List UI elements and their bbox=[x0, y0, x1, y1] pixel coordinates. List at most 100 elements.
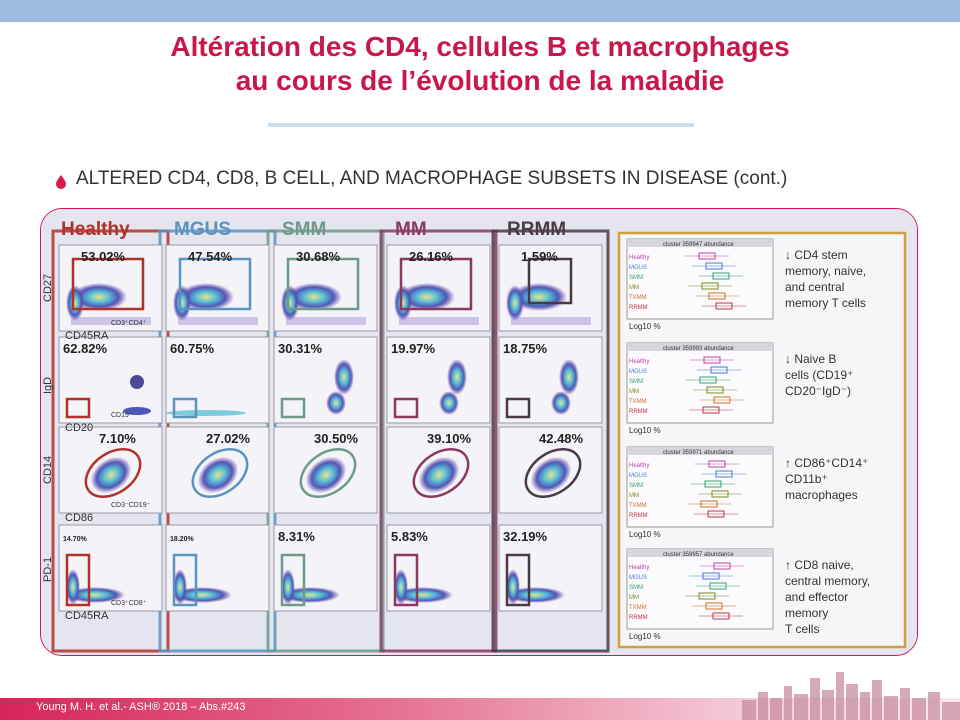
abundance-description: memory, naive, bbox=[785, 264, 866, 278]
group-label: MGUS bbox=[629, 473, 647, 479]
gate-percentage: 30.50% bbox=[314, 431, 359, 446]
group-label: Healthy bbox=[629, 463, 649, 469]
abundance-title: cluster 359971 abundance bbox=[663, 450, 734, 456]
column-label: MM bbox=[395, 219, 427, 240]
abundance-axis-label: Log10 % bbox=[629, 632, 661, 641]
column-label: MGUS bbox=[174, 219, 231, 240]
density-blob bbox=[286, 283, 342, 311]
density-blob bbox=[71, 283, 127, 311]
abundance-plot bbox=[626, 548, 774, 630]
group-label: Healthy bbox=[629, 359, 649, 365]
abundance-description: memory bbox=[785, 606, 828, 620]
top-bar bbox=[0, 0, 960, 22]
axis-label-y: PD-1 bbox=[42, 557, 54, 582]
gate-label: CD3⁻CD19⁻ bbox=[111, 502, 151, 509]
column-frame bbox=[379, 229, 498, 653]
axis-label-x: CD86 bbox=[65, 512, 93, 524]
abundance-plot-header bbox=[627, 447, 773, 455]
axis-label-y: IgD bbox=[42, 377, 54, 394]
gate-box bbox=[172, 553, 198, 607]
bullet-text: ALTERED CD4, CD8, B CELL, AND MACROPHAGE… bbox=[76, 168, 788, 189]
group-label: SMM bbox=[629, 483, 643, 489]
gate-ellipse bbox=[524, 447, 582, 499]
gate-percentage: 18.75% bbox=[503, 341, 548, 356]
abundance-description: memory T cells bbox=[785, 296, 866, 310]
gate-percentage: 53.02% bbox=[81, 249, 126, 264]
gate-label: CD19⁺ bbox=[111, 412, 133, 419]
group-label: TXMM bbox=[629, 605, 647, 611]
abundance-plot-header bbox=[627, 239, 773, 247]
density-blob bbox=[334, 359, 354, 395]
density-blob bbox=[173, 569, 187, 605]
density-blob bbox=[305, 456, 347, 494]
density-blob bbox=[65, 587, 125, 603]
group-label: MGUS bbox=[629, 265, 647, 271]
gate-percentage: 1.59% bbox=[521, 249, 558, 264]
abundance-title: cluster 359993 abundance bbox=[663, 346, 734, 352]
density-blob bbox=[399, 283, 455, 311]
footer-band bbox=[0, 698, 960, 720]
group-label: TXMM bbox=[629, 399, 647, 405]
axis-label-x: CD45RA bbox=[65, 610, 109, 622]
plot-panel bbox=[273, 336, 378, 424]
density-blob bbox=[90, 456, 132, 494]
abundance-plot bbox=[626, 446, 774, 528]
abundance-title: cluster 359947 abundance bbox=[663, 242, 734, 248]
group-label: RRMM bbox=[629, 409, 648, 415]
gate-percentage: 5.83% bbox=[391, 529, 428, 544]
density-blob bbox=[418, 456, 460, 494]
density-blob bbox=[439, 391, 459, 415]
gate-box bbox=[65, 397, 91, 419]
abundance-description: T cells bbox=[785, 622, 819, 636]
drop-bullet-icon bbox=[56, 175, 66, 189]
gate-box bbox=[393, 397, 419, 419]
abundance-description: CD11b⁺ bbox=[785, 472, 828, 486]
gate-ellipse bbox=[412, 447, 470, 499]
group-label: SMM bbox=[629, 379, 643, 385]
density-blob bbox=[66, 569, 80, 605]
axis-label-y: CD27 bbox=[42, 274, 54, 302]
gate-box bbox=[527, 257, 573, 305]
density-blob bbox=[394, 569, 408, 605]
figure-photo: Healthy MGUS SMM MM RRMM 53.02% 47.54% 30.68% 26… bbox=[40, 208, 918, 656]
density-blob bbox=[178, 317, 258, 325]
abundance-plot bbox=[626, 238, 774, 320]
group-label: TXMM bbox=[629, 295, 647, 301]
density-blob bbox=[197, 456, 239, 494]
density-blob bbox=[281, 569, 295, 605]
gate-percentage: 30.31% bbox=[278, 341, 323, 356]
abundance-description: CD20⁻IgD⁻) bbox=[785, 384, 851, 398]
density-blob bbox=[551, 391, 571, 415]
gate-box bbox=[505, 553, 531, 607]
abundance-axis-label: Log10 % bbox=[629, 530, 661, 539]
gate-box bbox=[65, 553, 91, 607]
title-line-1: Altération des CD4, cellules B et macrop… bbox=[170, 31, 790, 62]
gate-box bbox=[71, 257, 145, 311]
density-blob bbox=[393, 587, 453, 603]
group-label: MM bbox=[629, 285, 639, 291]
density-blob bbox=[172, 587, 232, 603]
abundance-description: and central bbox=[785, 280, 844, 294]
gate-box bbox=[172, 397, 198, 419]
density-blob bbox=[281, 285, 299, 321]
gate-percentage: 7.10% bbox=[99, 431, 136, 446]
column-label: RRMM bbox=[507, 219, 566, 240]
abundance-title: cluster 359957 abundance bbox=[663, 552, 734, 558]
abundance-plot-header bbox=[627, 343, 773, 351]
column-label: SMM bbox=[282, 219, 326, 240]
plot-panel bbox=[386, 336, 491, 424]
flow-cytometry-figure: Healthy MGUS SMM MM RRMM 53.02% 47.54% 30.68% 26… bbox=[41, 209, 917, 655]
density-blob bbox=[166, 410, 246, 416]
gate-percentage: 30.68% bbox=[296, 249, 341, 264]
abundance-axis-label: Log10 % bbox=[629, 426, 661, 435]
density-blob bbox=[286, 317, 366, 325]
column-frame bbox=[491, 229, 610, 653]
gate-box bbox=[286, 257, 360, 311]
gate-percentage: 60.75% bbox=[170, 341, 215, 356]
abundance-description: cells (CD19⁺ bbox=[785, 368, 853, 382]
column-label: Healthy bbox=[61, 219, 130, 240]
gate-box bbox=[505, 397, 531, 419]
density-blob bbox=[559, 359, 579, 395]
abundance-axis-label: Log10 % bbox=[629, 322, 661, 331]
group-label: MGUS bbox=[629, 369, 647, 375]
